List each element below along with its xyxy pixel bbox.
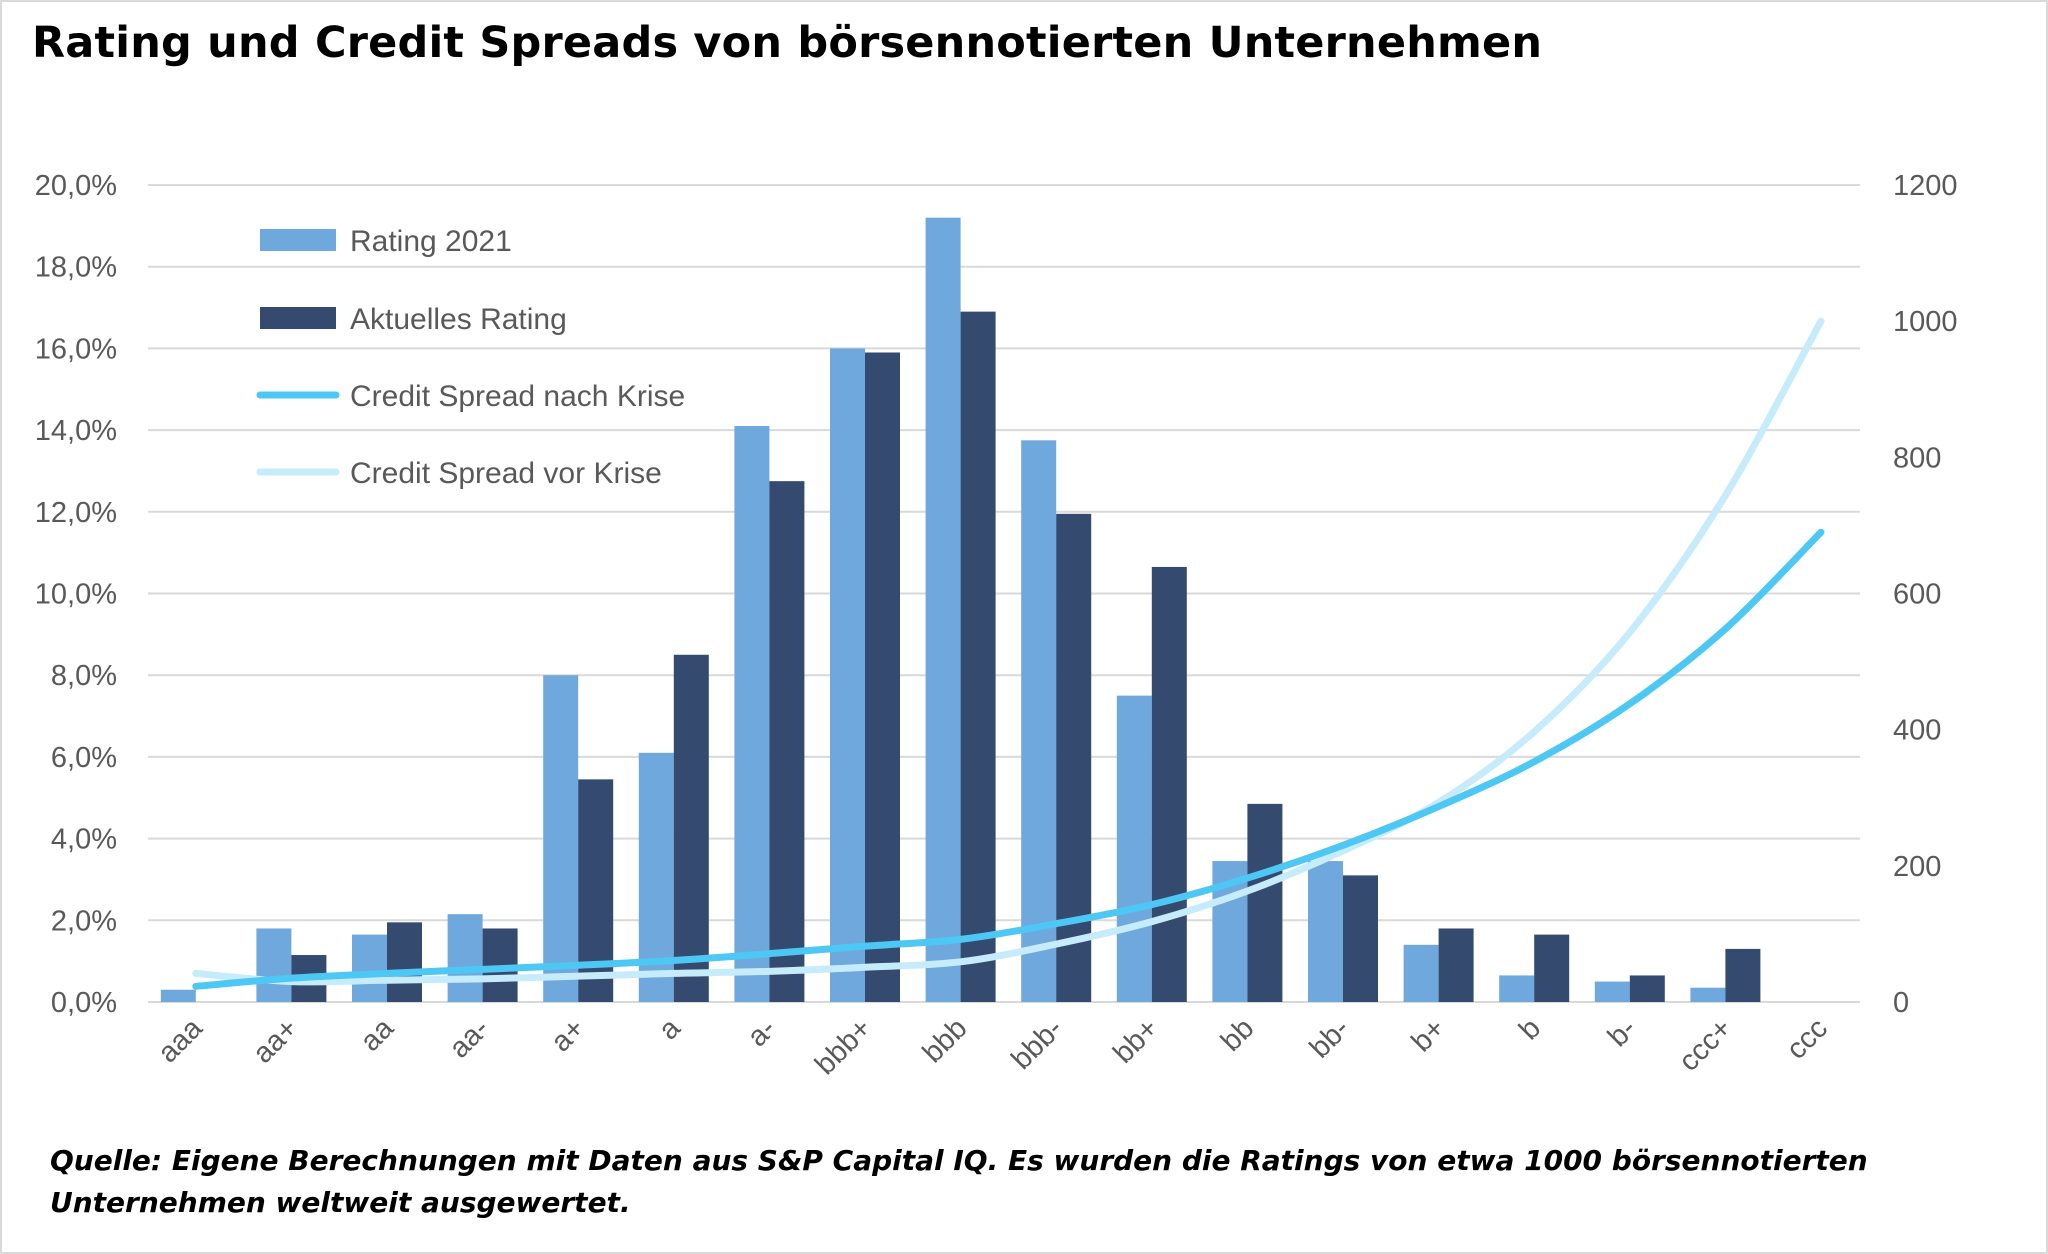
y-left-tick-label: 18,0% — [35, 252, 117, 284]
x-category-label: bbb — [917, 1012, 974, 1069]
y-left-tick-label: 4,0% — [51, 824, 117, 856]
bar-aktuelles-rating — [1056, 513, 1092, 1002]
bar-aktuelles-rating — [769, 481, 805, 1003]
x-category-label: a — [653, 1012, 688, 1047]
legend-label: Credit Spread nach Krise — [350, 380, 685, 413]
x-category-label: bbb+ — [809, 1012, 878, 1081]
bar-rating-2021 — [1499, 975, 1535, 1002]
x-category-label: b- — [1602, 1012, 1643, 1053]
source-note: Quelle: Eigene Berechnungen mit Daten au… — [50, 1144, 1868, 1219]
y-left-tick-label: 6,0% — [51, 742, 117, 774]
bar-aktuelles-rating — [960, 311, 996, 1002]
bar-aktuelles-rating — [1629, 975, 1665, 1002]
bar-rating-2021 — [1021, 440, 1057, 1002]
y-right-tick-label: 1200 — [1893, 170, 1958, 202]
x-category-label: b — [1513, 1012, 1547, 1046]
legend-label: Rating 2021 — [350, 225, 512, 258]
bar-rating-2021 — [1690, 987, 1726, 1002]
bar-aktuelles-rating — [578, 779, 614, 1002]
line-spread-vor-krise — [192, 317, 1825, 986]
bar-rating-2021 — [543, 675, 579, 1002]
bar-rating-2021 — [925, 217, 961, 1002]
x-category-label: a+ — [545, 1012, 591, 1058]
bar-rating-2021 — [1594, 981, 1630, 1002]
bar-aktuelles-rating — [1725, 948, 1761, 1002]
y-left-tick-label: 14,0% — [35, 415, 117, 447]
x-category-label: bb — [1215, 1012, 1260, 1057]
y-left-tick-label: 10,0% — [35, 579, 117, 611]
x-category-label: bb- — [1304, 1012, 1356, 1064]
y-left-tick-label: 0,0% — [51, 987, 117, 1019]
bar-rating-2021 — [160, 989, 196, 1002]
bar-rating-2021 — [1403, 944, 1439, 1002]
bar-aktuelles-rating — [673, 654, 709, 1002]
bar-aktuelles-rating — [1343, 875, 1378, 1002]
bar-aktuelles-rating — [1247, 803, 1283, 1002]
y-left-tick-label: 12,0% — [35, 497, 117, 529]
bar-aktuelles-rating — [1151, 566, 1187, 1002]
bar-rating-2021 — [830, 348, 865, 1002]
y-left-tick-label: 8,0% — [51, 660, 117, 692]
x-category-label: aaa — [152, 1012, 209, 1069]
legend-swatch-rating-2021 — [260, 229, 336, 251]
y-right-tick-label: 0 — [1893, 987, 1909, 1019]
legend-swatch-aktuelles-rating — [260, 307, 336, 329]
bar-rating-2021 — [1116, 695, 1152, 1002]
y-left-tick-label: 16,0% — [35, 333, 117, 365]
x-category-label: aa — [355, 1012, 401, 1058]
chart-title: Rating und Credit Spreads von börsennoti… — [32, 18, 1543, 68]
x-category-label: b+ — [1406, 1012, 1452, 1058]
y-left-tick-label: 20,0% — [35, 170, 117, 202]
bar-rating-2021 — [256, 928, 292, 1002]
legend-label: Aktuelles Rating — [350, 303, 567, 336]
x-category-label: bb+ — [1107, 1012, 1164, 1069]
x-category-label: a- — [741, 1012, 782, 1053]
bar-aktuelles-rating — [1438, 928, 1474, 1002]
x-category-label: ccc — [1781, 1012, 1834, 1065]
y-right-tick-label: 200 — [1893, 851, 1941, 883]
y-right-tick-label: 1000 — [1893, 306, 1958, 338]
legend-label: Credit Spread vor Krise — [350, 457, 662, 490]
bar-rating-2021 — [352, 934, 387, 1002]
bar-aktuelles-rating — [1534, 934, 1570, 1002]
y-right-tick-label: 600 — [1893, 579, 1941, 611]
bar-aktuelles-rating — [387, 922, 422, 1002]
x-category-label: bbb- — [1005, 1012, 1069, 1076]
y-right-tick-label: 800 — [1893, 442, 1941, 474]
bar-rating-2021 — [734, 426, 770, 1002]
x-category-label: aa+ — [247, 1012, 304, 1069]
bar-aktuelles-rating — [865, 352, 900, 1002]
line-spread-nach-krise — [192, 528, 1825, 990]
bar-rating-2021 — [447, 914, 483, 1002]
y-left-tick-label: 2,0% — [51, 905, 117, 937]
y-right-tick-label: 400 — [1893, 715, 1941, 747]
x-category-label: ccc+ — [1673, 1012, 1738, 1077]
bar-rating-2021 — [1308, 861, 1343, 1002]
x-category-label: aa- — [443, 1012, 495, 1064]
